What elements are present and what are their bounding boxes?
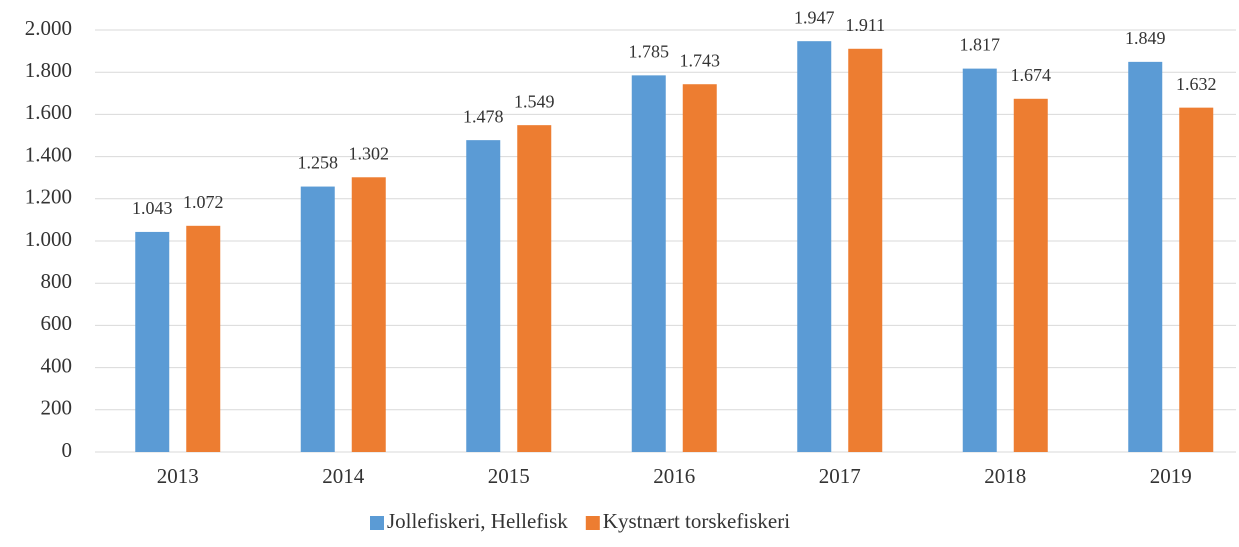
x-tick-label: 2019: [1150, 464, 1192, 488]
y-tick-label: 400: [41, 353, 73, 377]
bar: [351, 177, 386, 452]
data-label: 1.911: [845, 15, 885, 35]
data-label: 1.849: [1125, 28, 1166, 48]
y-tick-label: 1.400: [25, 142, 72, 166]
bar: [682, 84, 717, 453]
bar: [135, 231, 170, 452]
legend-swatch: [585, 516, 600, 530]
bar: [186, 225, 221, 452]
bar: [1128, 61, 1163, 453]
legend-swatch: [370, 516, 384, 530]
bar: [962, 68, 997, 452]
data-label: 1.072: [183, 192, 224, 212]
data-label: 1.817: [960, 35, 1001, 55]
y-tick-label: 600: [41, 311, 73, 335]
data-label: 1.258: [298, 153, 339, 173]
x-tick-label: 2015: [488, 464, 530, 488]
data-label: 1.674: [1011, 65, 1052, 85]
data-label: 1.478: [463, 106, 504, 126]
data-label: 1.785: [629, 41, 670, 61]
bar: [1013, 98, 1048, 452]
x-tick-label: 2014: [322, 464, 365, 488]
bar: [631, 75, 666, 453]
data-label: 1.549: [514, 91, 555, 111]
data-label: 1.947: [794, 7, 835, 27]
bar: [517, 125, 552, 452]
data-label: 1.043: [132, 198, 173, 218]
y-tick-label: 800: [41, 269, 73, 293]
y-tick-label: 0: [62, 438, 73, 462]
x-tick-label: 2013: [157, 464, 199, 488]
legend-label: Jollefiskeri, Hellefisk: [387, 509, 568, 533]
data-label: 1.743: [680, 50, 721, 70]
y-tick-label: 1.800: [25, 58, 72, 82]
x-tick-label: 2017: [819, 464, 861, 488]
bar: [300, 186, 335, 452]
data-label: 1.632: [1176, 74, 1217, 94]
y-tick-label: 1.200: [25, 185, 72, 209]
legend-label: Kystnært torskefiskeri: [603, 509, 790, 533]
y-tick-label: 2.000: [25, 16, 72, 40]
y-tick-label: 1.000: [25, 227, 72, 251]
x-tick-label: 2018: [984, 464, 1026, 488]
bar: [466, 140, 501, 452]
x-tick-label: 2016: [653, 464, 695, 488]
bar: [797, 41, 832, 453]
y-tick-label: 200: [41, 396, 73, 420]
bar: [848, 48, 883, 453]
data-label: 1.302: [349, 143, 390, 163]
y-tick-label: 1.600: [25, 100, 72, 124]
bar: [1179, 107, 1214, 452]
